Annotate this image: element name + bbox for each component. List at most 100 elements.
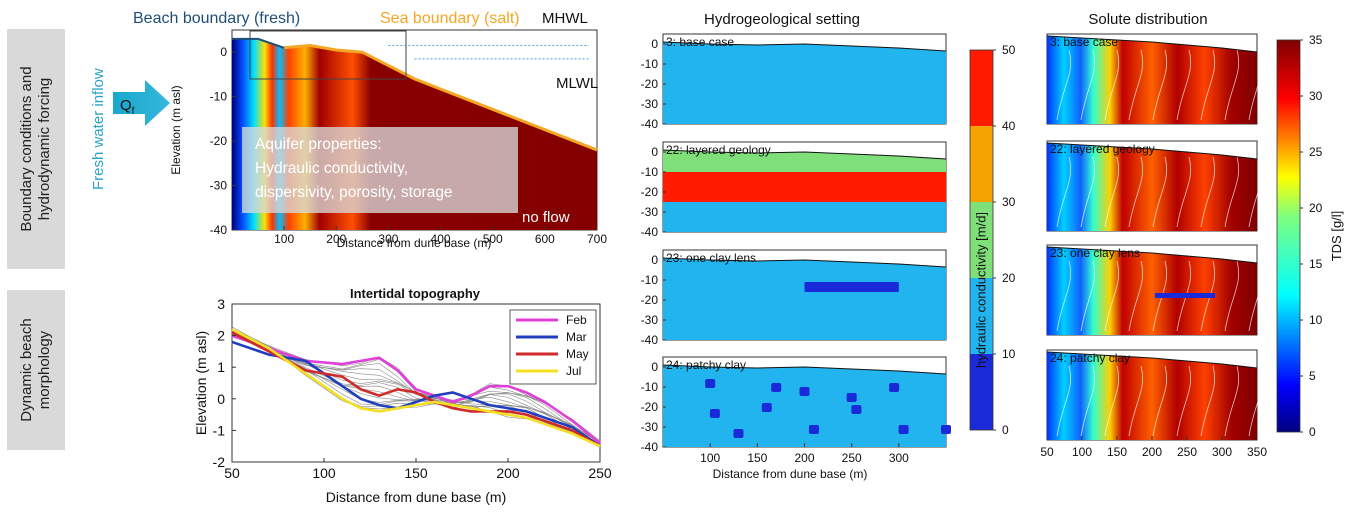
solute-xtick-label: 300 [1212,445,1232,459]
side-label-morphology: Dynamic beach morphology [7,290,65,450]
hydro-xtick-label: 150 [747,451,767,465]
hydro-cbar-tick-label: 40 [1002,119,1016,133]
solute-subplot-4: 24: patchy clay [1046,349,1263,441]
qf-label-sub: f [132,106,135,117]
beach-boundary-label: Beach boundary (fresh) [133,10,300,27]
solute-subplot-label: 22: layered geology [1050,142,1155,156]
hydro-ytick-label: -20 [641,77,659,91]
hydro-base-fill [663,258,946,340]
flow-streamline [1080,365,1095,437]
solute-title: Solute distribution [1088,11,1207,28]
hydro-ytick-label: -40 [641,333,659,347]
solute-subplot-1: 3: base case [1046,33,1263,125]
hydro-ytick-label: -30 [641,97,659,111]
aquifer-line-1: Aquifer properties: [255,136,382,153]
forcing-ytick-label: -30 [210,179,228,193]
clay-patch [761,403,772,412]
solute-subplot-3: 23: one clay lens [1046,244,1263,336]
topography-xtick-label: 50 [224,465,240,481]
hydro-ytick-label: -10 [641,380,659,394]
forcing-ytick-label: 0 [220,45,227,59]
solute-surface-line [1046,35,1258,53]
topography-ytick-label: 0 [217,391,225,407]
flow-streamline [1248,365,1263,437]
hydro-cbar-label: hydraulic conductivity [m/d] [974,212,989,368]
hydro-ytick-label: -10 [641,273,659,287]
solute-cbar-tick-label: 35 [1309,33,1323,47]
cbar-band-blue [970,354,993,430]
hydro-ytick-label: -10 [641,165,659,179]
flow-streamline [1200,49,1215,121]
flow-streamline [1224,365,1239,437]
solute-xtick-label: 100 [1072,445,1092,459]
flow-streamline [1056,260,1071,332]
clay-patch [941,425,951,434]
hydro-ytick-label: 0 [651,360,658,374]
flow-streamline [1152,49,1167,121]
topography-ytick-label: -1 [213,422,226,438]
topography-ytick-label: 1 [217,359,225,375]
flow-streamline [1248,49,1263,121]
topography-ylabel: Elevation (m asl) [193,331,209,435]
hydro-subplot-label: 3: base case [666,35,734,49]
hydro-ytick-label: -40 [641,117,659,131]
mhwl-label: MHWL [542,10,588,27]
aquifer-line-3: dispersivity, porosity, storage [255,184,453,201]
flow-streamline [1128,260,1143,332]
forcing-ytick-label: -10 [210,90,228,104]
solute-subplot-label: 23: one clay lens [1050,246,1140,260]
beach-boundary-line [232,37,285,49]
solute-field [1047,247,1257,335]
solute-cbar-tick-label: 5 [1309,369,1316,383]
legend-label-jul: Jul [566,364,581,378]
solute-cbar-tick-label: 20 [1309,201,1323,215]
forcing-xtick-label: 200 [326,232,346,246]
flow-streamline [1104,49,1119,121]
forcing-xtick-label: 600 [535,232,555,246]
aquifer-line-2: Hydraulic conductivity, [255,160,408,177]
hydro-base-fill [663,42,946,124]
cbar-band-red [970,50,993,126]
clay-patch [705,379,716,388]
flow-streamline [1104,260,1119,332]
solute-clay-lens [1155,293,1215,298]
inflow-label: Fresh water inflow [90,68,107,190]
solute-xtick-label: 250 [1177,445,1197,459]
topography-series [231,328,601,448]
clay-patch [808,425,819,434]
intermediate-profile [231,332,601,448]
hydro-subplot-4: 24: patchy clay 0 -10 -20 -30 -40 100 150 200 250… [641,356,951,465]
topography-title: Intertidal topography [350,286,481,301]
flow-streamline [1200,365,1215,437]
topography-ytick-label: 2 [217,328,225,344]
topography-xtick-label: 150 [404,465,428,481]
hydro-xtick-label: 100 [700,451,720,465]
topography-panel: Intertidal topography 50 100 150 200 250 3 2 1 0… [193,286,612,505]
flow-streamline [1152,156,1167,228]
topography-xtick-label: 200 [496,465,520,481]
hydro-cbar-tick-label: 30 [1002,195,1016,209]
solute-axes: 50 100 150 200 250 300 350 [1040,436,1267,459]
solute-field [1047,36,1257,124]
hydro-surface-line [662,257,947,268]
hydro-panel: Hydrogeological setting 3: base case 0 -10… [641,11,1016,481]
hydro-subplot-3: 23: one clay lens 0 -10 -20 -30 -40 [641,249,947,347]
forcing-xtick-label: 300 [378,232,398,246]
mlwl-label: MLWL [556,75,598,92]
flow-streamline [1176,260,1191,332]
topography-xtick-label: 100 [312,465,336,481]
hydro-ytick-label: 0 [651,253,658,267]
clay-patch [846,393,857,402]
flow-streamline [1248,260,1263,332]
hydro-layer-blue [663,202,946,232]
topography-ytick-label: 3 [217,296,225,312]
hydro-layer-red [663,172,946,202]
flow-streamline [1152,260,1167,332]
hydro-xtick-label: 250 [842,451,862,465]
hydro-ytick-label: -30 [641,205,659,219]
hydro-ytick-label: -30 [641,420,659,434]
solute-subplots: 3: base case 22: layered geology 23: one c… [1046,33,1263,441]
flow-streamline [1152,365,1167,437]
